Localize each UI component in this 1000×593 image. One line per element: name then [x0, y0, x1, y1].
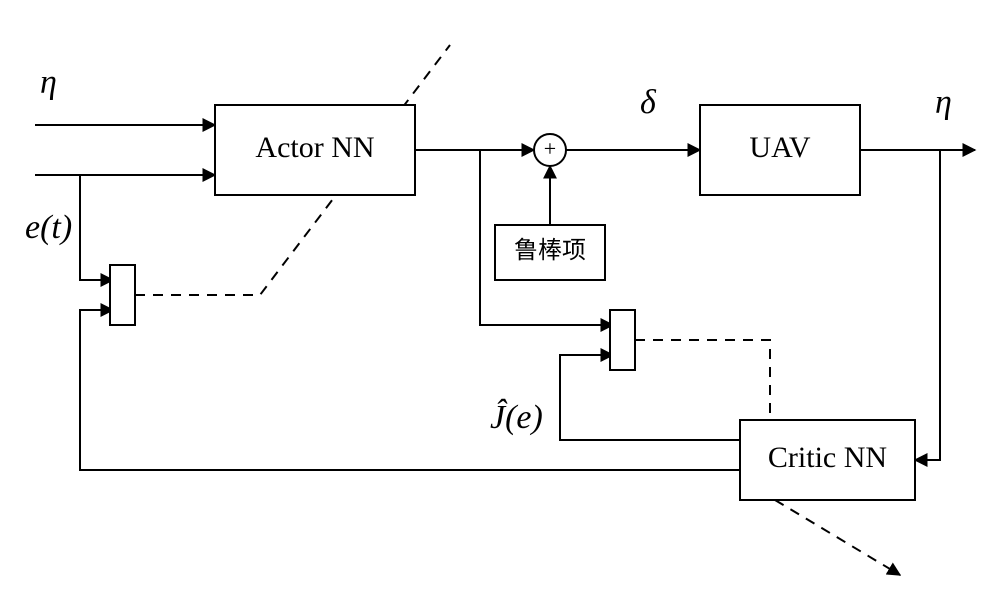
edge-critic-dash-out: [775, 500, 900, 575]
eta-in-label: η: [40, 64, 57, 101]
j-hat-label: Ĵ(e): [490, 398, 543, 436]
robust-term-label: 鲁棒项: [514, 237, 586, 264]
tap-right: [610, 310, 635, 370]
tap-left: [110, 265, 135, 325]
edge-uav-to-critic: [915, 150, 940, 460]
delta-label: δ: [640, 84, 657, 121]
uav-label: UAV: [749, 131, 810, 164]
actor-nn-label: Actor NN: [255, 131, 374, 164]
eta-out-label: η: [935, 84, 952, 121]
edge-tap2-dash: [635, 340, 770, 420]
sum-label: +: [544, 136, 556, 161]
edge-critic-feedback: [80, 310, 740, 470]
et-in-label: e(t): [25, 209, 72, 246]
edge-critic-to-tap2: [560, 355, 740, 440]
edge-et-to-tap1: [80, 175, 113, 280]
critic-nn-label: Critic NN: [768, 441, 887, 474]
